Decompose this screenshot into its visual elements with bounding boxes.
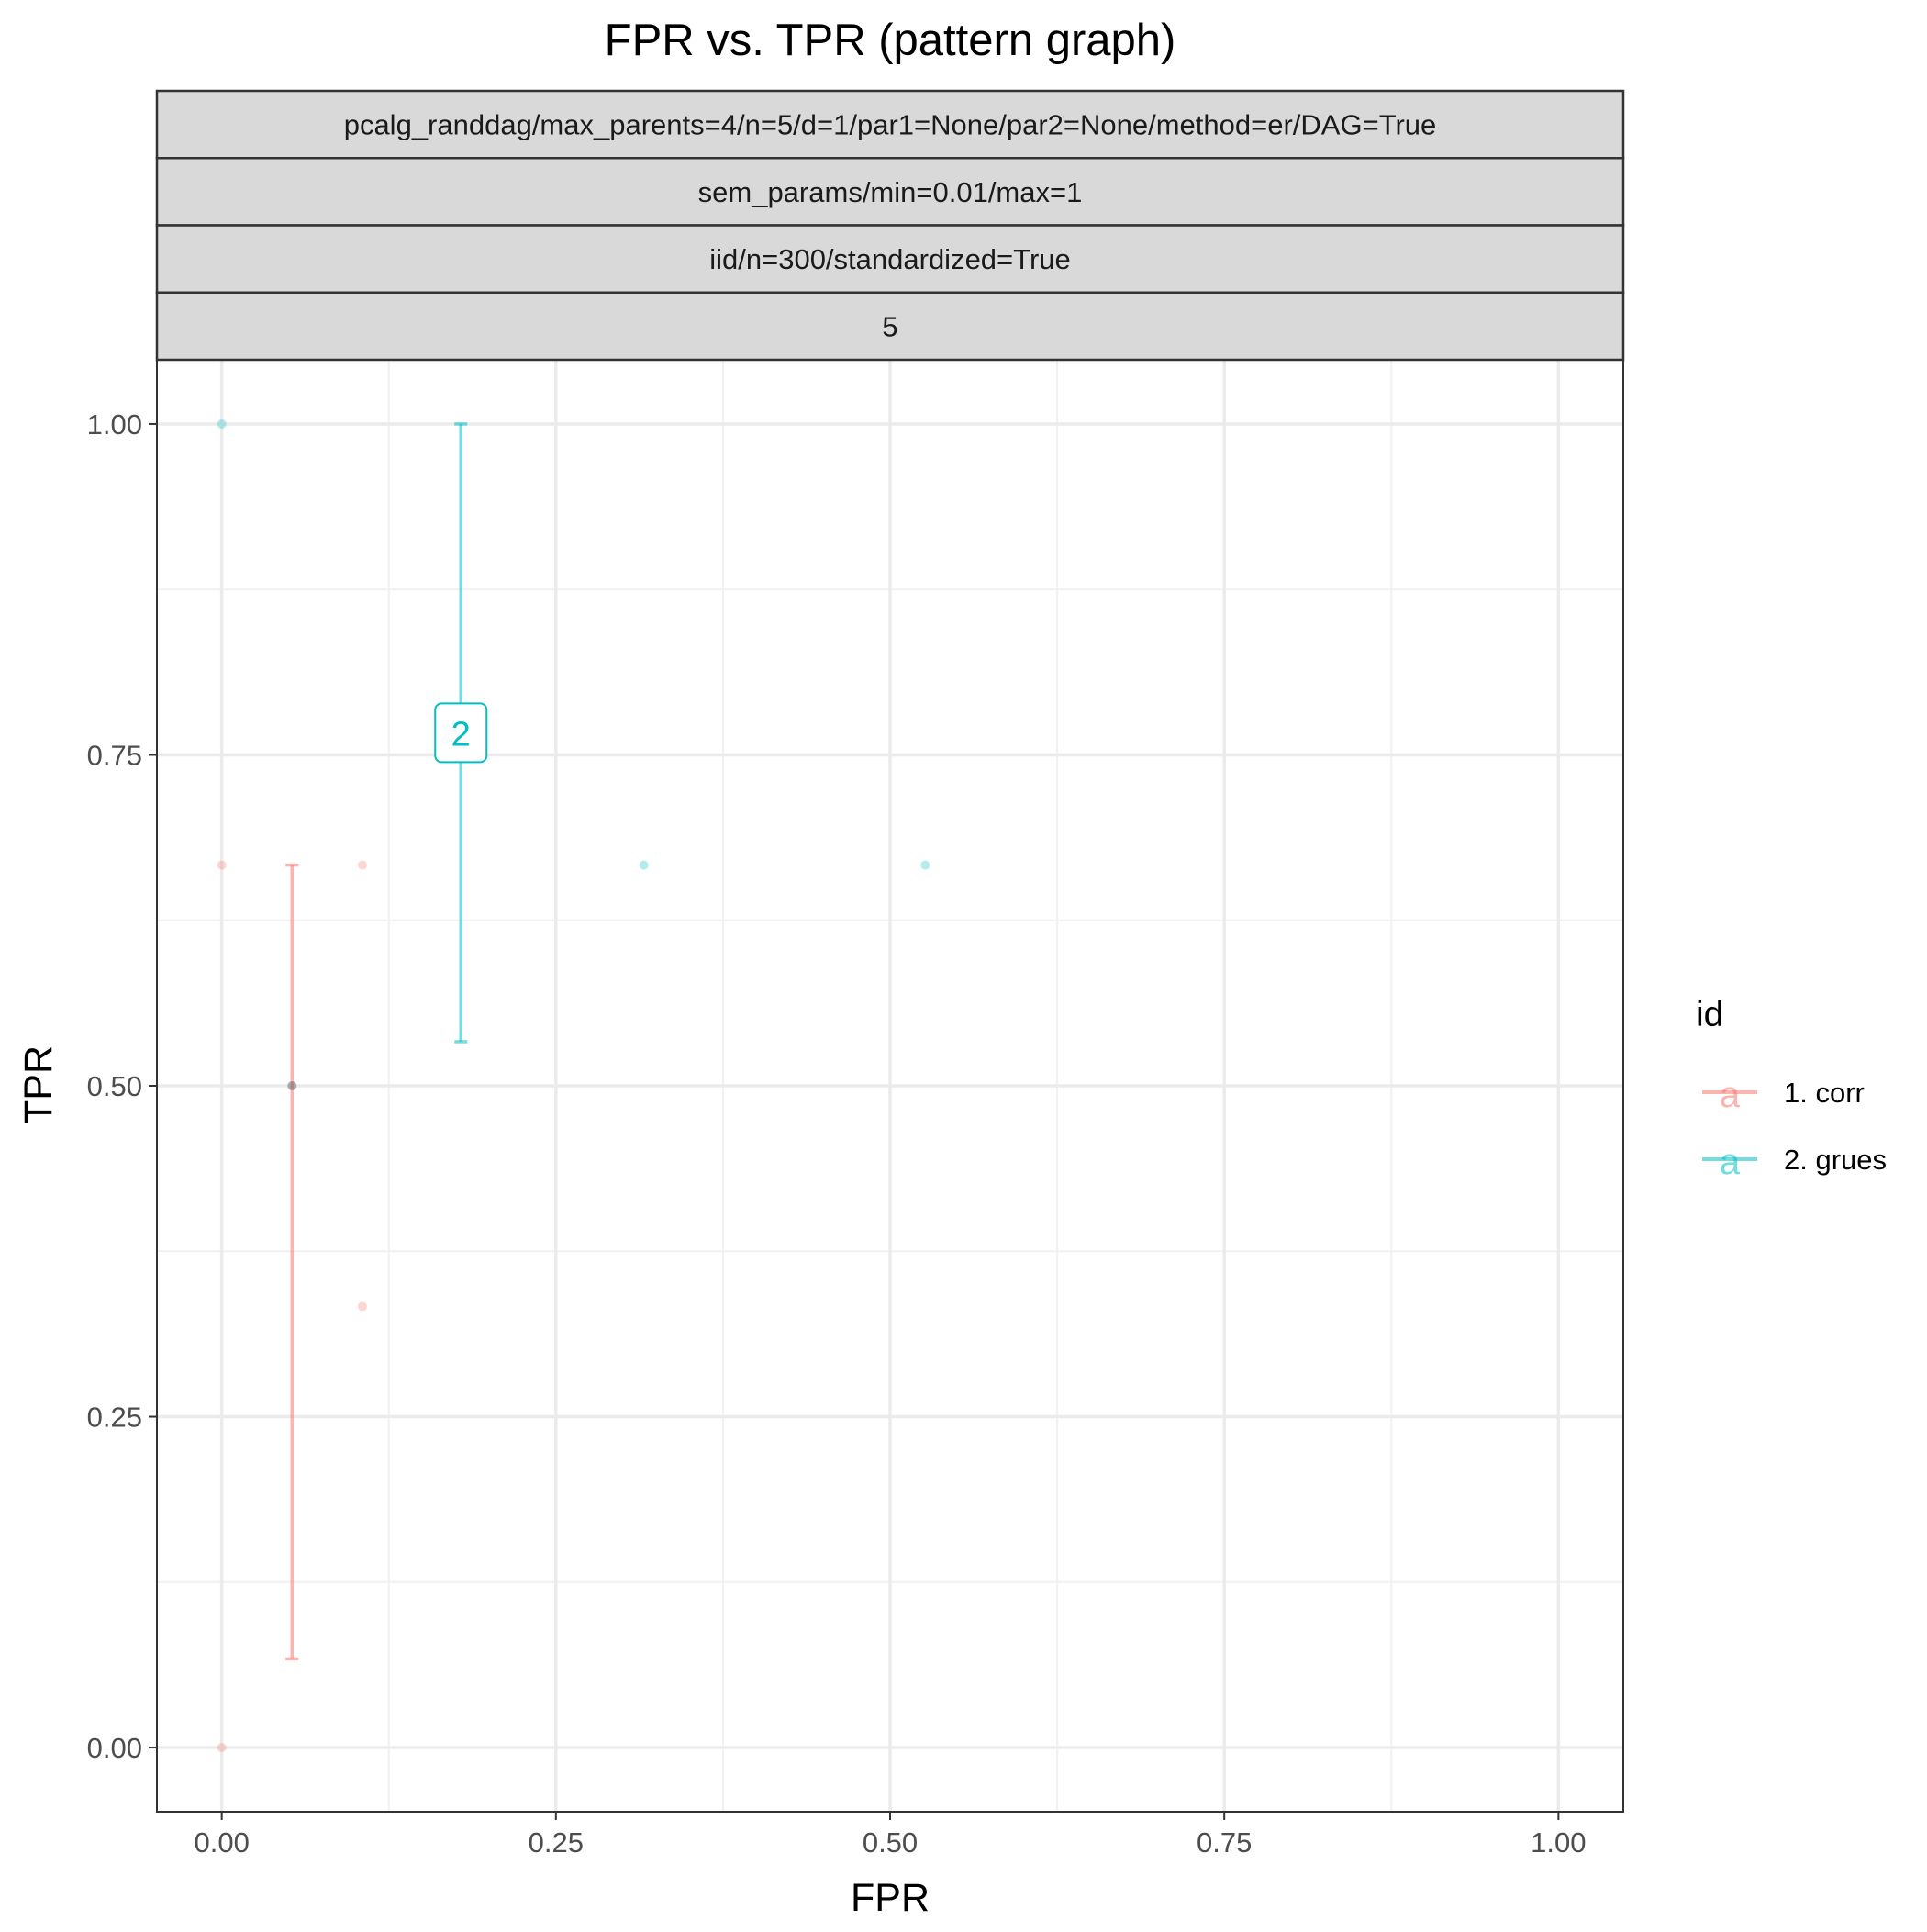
x-tick-label: 1.00 (1531, 1826, 1586, 1859)
facet-strip-box (155, 291, 1625, 362)
y-tick-label: 0.75 (87, 739, 142, 771)
legend-key-glyph: a (1720, 1075, 1741, 1115)
legend: id a 1. corr a 2. grues (1696, 995, 1887, 1182)
series-2: 2 (217, 419, 930, 1044)
legend-label: 1. corr (1784, 1077, 1865, 1109)
legend-item: a 1. corr (1702, 1075, 1865, 1115)
series-1 (217, 860, 368, 1753)
x-tick-label: 0.25 (529, 1826, 584, 1859)
x-tick-label: 0.50 (863, 1826, 918, 1859)
y-tick-label: 1.00 (87, 408, 142, 441)
error-bar (285, 863, 299, 1661)
legend-label: 2. grues (1784, 1144, 1887, 1176)
data-point (639, 860, 649, 870)
facet-strip-box (155, 224, 1625, 294)
x-tick-label: 0.00 (194, 1826, 249, 1859)
chart-title: FPR vs. TPR (pattern graph) (605, 16, 1176, 65)
y-tick-label: 0.00 (87, 1732, 142, 1764)
facet-strip-box (155, 157, 1625, 227)
facet-strip: sem_params/min=0.01/max=1 (155, 157, 1625, 227)
facet-strip: pcalg_randdag/max_parents=4/n=5/d=1/par1… (155, 89, 1625, 160)
legend-title: id (1696, 995, 1723, 1034)
y-tick-label: 0.25 (87, 1402, 142, 1434)
facet-strip: 5 (155, 291, 1625, 362)
facet-strip-label: 5 (882, 310, 897, 342)
axes: 0.00 0.25 0.50 0.75 1.00 0.00 0.25 0.50 0.75 1.00 (87, 408, 1587, 1859)
data-point (217, 1743, 227, 1753)
y-axis-title: TPR (17, 1045, 61, 1124)
data-series: 2 (217, 419, 930, 1753)
data-point (217, 860, 227, 870)
x-axis-title: FPR (851, 1876, 930, 1920)
series-label-text: 2 (451, 715, 471, 754)
facet-strip-label: pcalg_randdag/max_parents=4/n=5/d=1/par1… (344, 109, 1437, 141)
facet-strip-label: iid/n=300/standardized=True (709, 243, 1071, 275)
series-label-box (434, 702, 488, 764)
facet-strip: iid/n=300/standardized=True (155, 224, 1625, 294)
data-point (358, 860, 368, 870)
legend-key-glyph: a (1720, 1142, 1741, 1182)
facet-strips: pcalg_randdag/max_parents=4/n=5/d=1/par1… (155, 89, 1625, 362)
data-point (217, 419, 227, 429)
data-point (358, 1301, 368, 1312)
series-label: 2 (434, 702, 488, 764)
facet-strip-label: sem_params/min=0.01/max=1 (698, 176, 1083, 208)
data-point (920, 860, 930, 870)
summary-point (287, 1081, 297, 1090)
x-tick-label: 0.75 (1197, 1826, 1252, 1859)
legend-item: a 2. grues (1702, 1142, 1887, 1182)
y-tick-label: 0.50 (87, 1070, 142, 1102)
grid-lines (157, 360, 1623, 1812)
